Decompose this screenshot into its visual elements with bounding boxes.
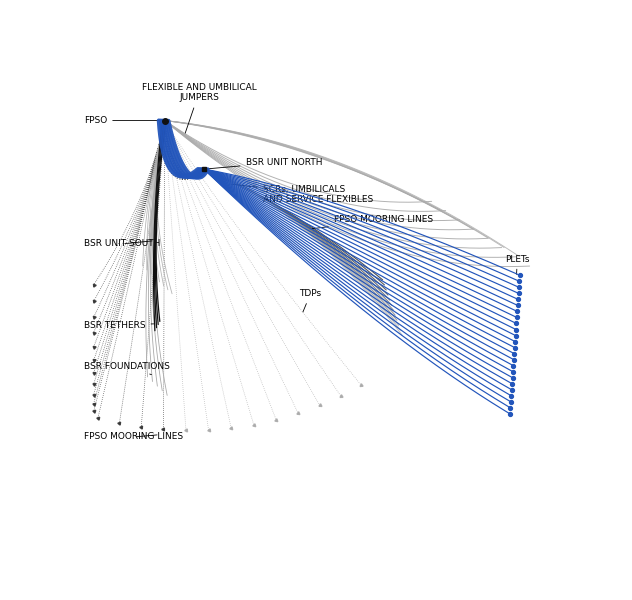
Text: BSR FOUNDATIONS: BSR FOUNDATIONS (84, 362, 170, 374)
Text: BSR UNIT NORTH: BSR UNIT NORTH (208, 158, 322, 169)
Text: BSR TETHERS: BSR TETHERS (84, 320, 154, 329)
Text: FPSO MOORING LINES: FPSO MOORING LINES (312, 215, 433, 229)
Text: BSR UNIT SOUTH: BSR UNIT SOUTH (84, 239, 161, 248)
Text: FPSO MOORING LINES: FPSO MOORING LINES (84, 433, 183, 442)
Text: FLEXIBLE AND UMBILICAL
JUMPERS: FLEXIBLE AND UMBILICAL JUMPERS (142, 83, 257, 133)
Text: SCRs, UMBILICALS
AND SERVICE FLEXIBLES: SCRs, UMBILICALS AND SERVICE FLEXIBLES (231, 184, 373, 204)
Text: FPSO: FPSO (84, 116, 162, 125)
Text: TDPs: TDPs (300, 289, 322, 312)
Text: PLETs: PLETs (505, 254, 530, 274)
